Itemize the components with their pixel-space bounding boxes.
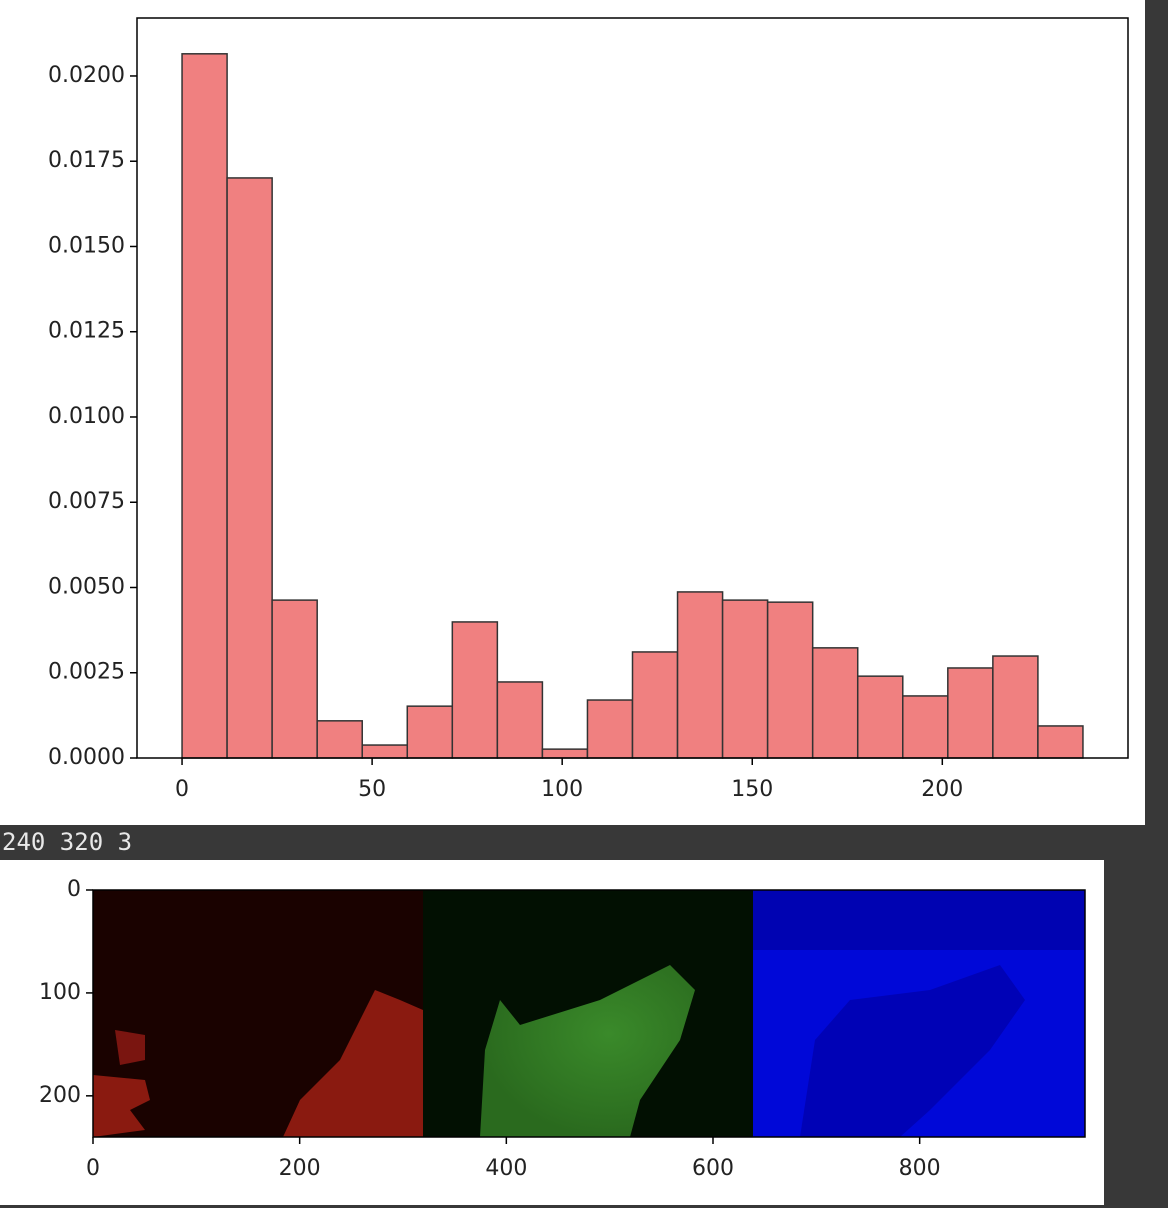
y-tick-label: 0 <box>67 877 81 902</box>
red-region <box>283 990 423 1137</box>
y-tick-label: 0.0050 <box>48 574 125 599</box>
y-tick-label: 0.0175 <box>48 148 125 173</box>
red-region <box>115 1030 145 1065</box>
bar <box>992 655 1039 759</box>
x-tick-label: 200 <box>921 777 963 802</box>
bar <box>676 591 724 759</box>
blue-region <box>800 965 1025 1137</box>
bar <box>902 695 949 759</box>
bar <box>406 705 454 759</box>
axes-frame <box>136 17 1129 759</box>
x-tick-label: 0 <box>86 1156 100 1181</box>
y-tick-label: 0.0125 <box>48 319 125 344</box>
y-tick-label: 0.0025 <box>48 660 125 685</box>
red-region <box>93 1075 150 1137</box>
bar <box>541 748 589 759</box>
bar <box>451 621 499 759</box>
y-tick-label: 100 <box>39 980 81 1005</box>
bar <box>181 53 228 759</box>
bar <box>631 651 679 759</box>
bar <box>947 667 994 759</box>
green-region <box>480 965 695 1137</box>
y-tick-label: 0.0150 <box>48 233 125 258</box>
bar <box>1037 725 1084 759</box>
bar <box>226 177 273 759</box>
x-tick-label: 150 <box>731 777 773 802</box>
bar <box>586 699 634 759</box>
x-tick-label: 600 <box>692 1156 734 1181</box>
y-tick-label: 0.0100 <box>48 404 125 429</box>
bar <box>856 675 904 759</box>
x-tick-label: 50 <box>358 777 386 802</box>
bar <box>361 744 409 759</box>
y-tick-label: 0.0075 <box>48 489 125 514</box>
bar <box>811 647 859 759</box>
bar <box>271 599 318 759</box>
y-tick-label: 200 <box>39 1083 81 1108</box>
x-tick-label: 400 <box>485 1156 527 1181</box>
y-tick-label: 0.0200 <box>48 63 125 88</box>
blue-shade <box>753 890 1085 950</box>
bar <box>721 599 769 759</box>
bar <box>766 601 814 759</box>
x-tick-label: 0 <box>175 777 189 802</box>
output-text: 240 320 3 <box>2 828 132 856</box>
x-tick-label: 800 <box>899 1156 941 1181</box>
x-tick-label: 200 <box>279 1156 321 1181</box>
y-tick-label: 0.0000 <box>48 745 125 770</box>
bar <box>316 720 363 759</box>
x-tick-label: 100 <box>541 777 583 802</box>
image <box>93 890 1085 1137</box>
bar <box>496 681 544 759</box>
axes-frame <box>92 889 1086 1138</box>
